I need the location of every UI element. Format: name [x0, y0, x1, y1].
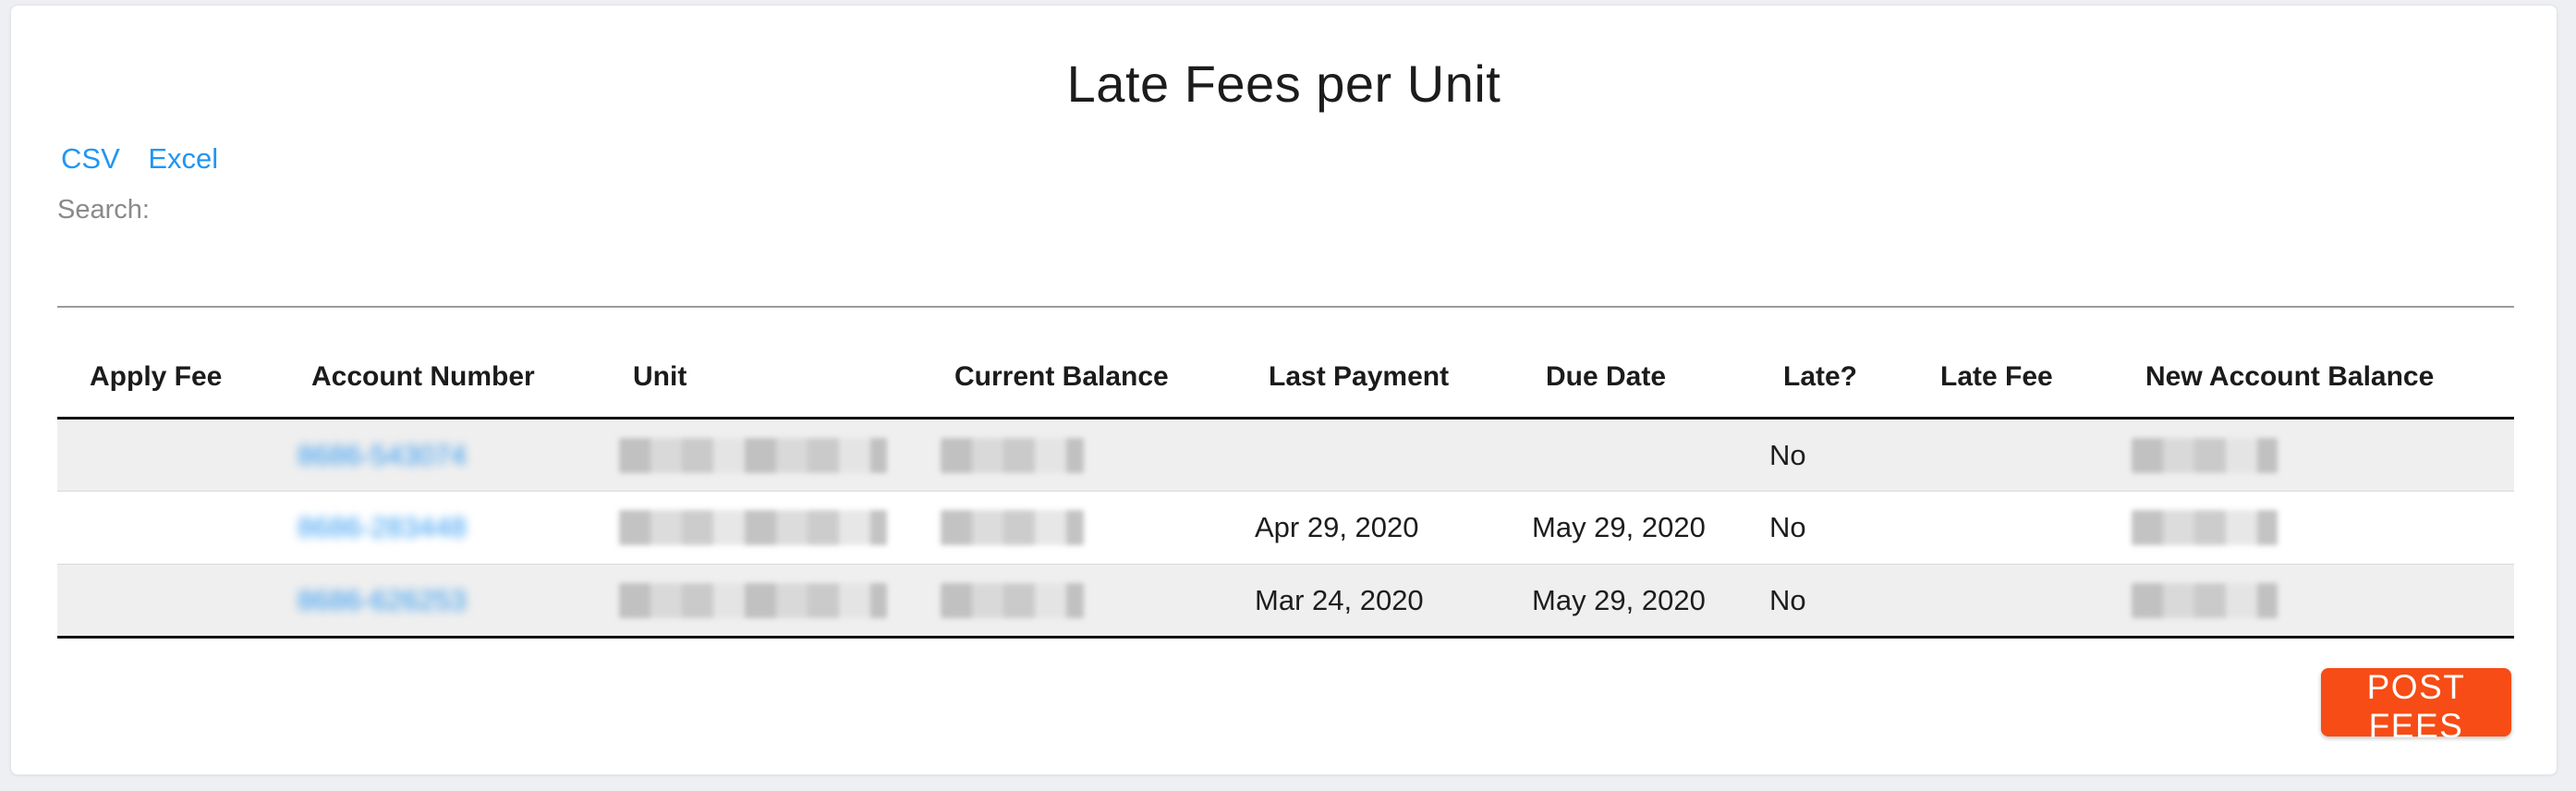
late-fees-table: Apply Fee Account Number Unit Current Ba… — [57, 306, 2514, 639]
search-input[interactable] — [162, 195, 477, 225]
account-number-link[interactable]: 8686-626253 — [298, 583, 467, 616]
redacted-value — [941, 437, 1084, 473]
column-header-unit[interactable]: Unit — [601, 307, 922, 420]
cell-new-account-balance — [2113, 565, 2514, 638]
cell-late: No — [1769, 583, 1806, 616]
cell-apply-fee[interactable] — [57, 565, 279, 638]
column-header-late[interactable]: Late? — [1751, 307, 1908, 420]
redacted-value — [941, 510, 1084, 545]
export-excel-button[interactable]: Excel — [148, 142, 219, 175]
column-header-current-balance[interactable]: Current Balance — [922, 307, 1236, 420]
redacted-value — [2132, 582, 2278, 618]
cell-late: No — [1769, 438, 1806, 471]
cell-last-payment: Mar 24, 2020 — [1255, 583, 1424, 616]
table-body: 8686-543074 No 8686-283448 Apr 29, 2020 … — [57, 418, 2514, 638]
column-header-account-number[interactable]: Account Number — [279, 307, 601, 420]
cell-account-number: 8686-283448 — [279, 492, 601, 565]
cell-due-date: May 29, 2020 — [1532, 511, 1706, 543]
search-label: Search: — [57, 195, 150, 225]
cell-due-date: May 29, 2020 — [1532, 583, 1706, 616]
redacted-value — [2132, 510, 2278, 545]
table-row: 8686-283448 Apr 29, 2020 May 29, 2020 No — [57, 491, 2514, 565]
redacted-value — [941, 582, 1084, 618]
cell-last-payment: Apr 29, 2020 — [1255, 511, 1419, 543]
cell-account-number: 8686-626253 — [279, 565, 601, 638]
cell-current-balance — [922, 565, 1236, 638]
column-header-due-date[interactable]: Due Date — [1513, 307, 1751, 420]
cell-due-date — [1513, 419, 1751, 492]
redacted-value — [619, 510, 887, 545]
cell-last-payment — [1236, 419, 1513, 492]
column-header-late-fee[interactable]: Late Fee — [1908, 307, 2113, 420]
redacted-value — [619, 437, 887, 473]
cell-unit — [601, 419, 922, 492]
redacted-value — [2132, 437, 2278, 473]
export-links: CSV Excel — [61, 142, 238, 176]
column-header-new-account-balance[interactable]: New Account Balance — [2113, 307, 2514, 420]
cell-apply-fee[interactable] — [57, 419, 279, 492]
table-row: 8686-626253 Mar 24, 2020 May 29, 2020 No — [57, 564, 2514, 638]
redacted-value — [619, 582, 887, 618]
cell-current-balance — [922, 492, 1236, 565]
cell-late-fee — [1908, 492, 2113, 565]
export-csv-button[interactable]: CSV — [61, 142, 120, 175]
late-fees-card: Late Fees per Unit CSV Excel Search: App… — [10, 5, 2558, 775]
cell-late-fee — [1908, 565, 2113, 638]
account-number-link[interactable]: 8686-543074 — [298, 438, 467, 471]
search-row: Search: — [57, 195, 477, 225]
post-fees-button[interactable]: POST FEES — [2321, 668, 2511, 745]
cell-account-number: 8686-543074 — [279, 419, 601, 492]
late-fees-table-wrap: Apply Fee Account Number Unit Current Ba… — [57, 306, 2514, 639]
table-header-row: Apply Fee Account Number Unit Current Ba… — [57, 307, 2514, 420]
cell-new-account-balance — [2113, 492, 2514, 565]
cell-unit — [601, 565, 922, 638]
column-header-last-payment[interactable]: Last Payment — [1236, 307, 1513, 420]
cell-late-fee — [1908, 419, 2113, 492]
cell-current-balance — [922, 419, 1236, 492]
cell-unit — [601, 492, 922, 565]
page-title: Late Fees per Unit — [1066, 55, 1501, 113]
column-header-apply-fee[interactable]: Apply Fee — [57, 307, 279, 420]
cell-late: No — [1769, 511, 1806, 543]
table-row: 8686-543074 No — [57, 418, 2514, 492]
account-number-link[interactable]: 8686-283448 — [298, 511, 467, 543]
cell-apply-fee[interactable] — [57, 492, 279, 565]
cell-new-account-balance — [2113, 419, 2514, 492]
